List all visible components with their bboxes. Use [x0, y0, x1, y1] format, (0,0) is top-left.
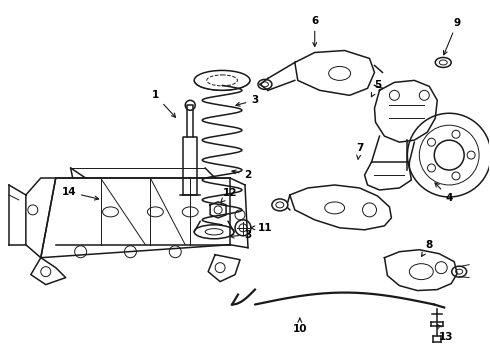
- Text: 11: 11: [251, 223, 272, 233]
- Text: 2: 2: [232, 170, 251, 180]
- Text: 7: 7: [356, 143, 363, 159]
- Text: 1: 1: [152, 90, 175, 117]
- Text: 3: 3: [230, 230, 251, 240]
- Text: 8: 8: [421, 240, 433, 256]
- Text: 10: 10: [293, 318, 307, 334]
- Text: 5: 5: [371, 80, 381, 97]
- Text: 9: 9: [443, 18, 461, 55]
- Text: 3: 3: [236, 95, 259, 106]
- Text: 6: 6: [311, 15, 318, 46]
- Text: 12: 12: [220, 188, 237, 203]
- Text: 4: 4: [435, 183, 453, 203]
- Text: 14: 14: [61, 187, 98, 200]
- Text: 13: 13: [438, 325, 453, 342]
